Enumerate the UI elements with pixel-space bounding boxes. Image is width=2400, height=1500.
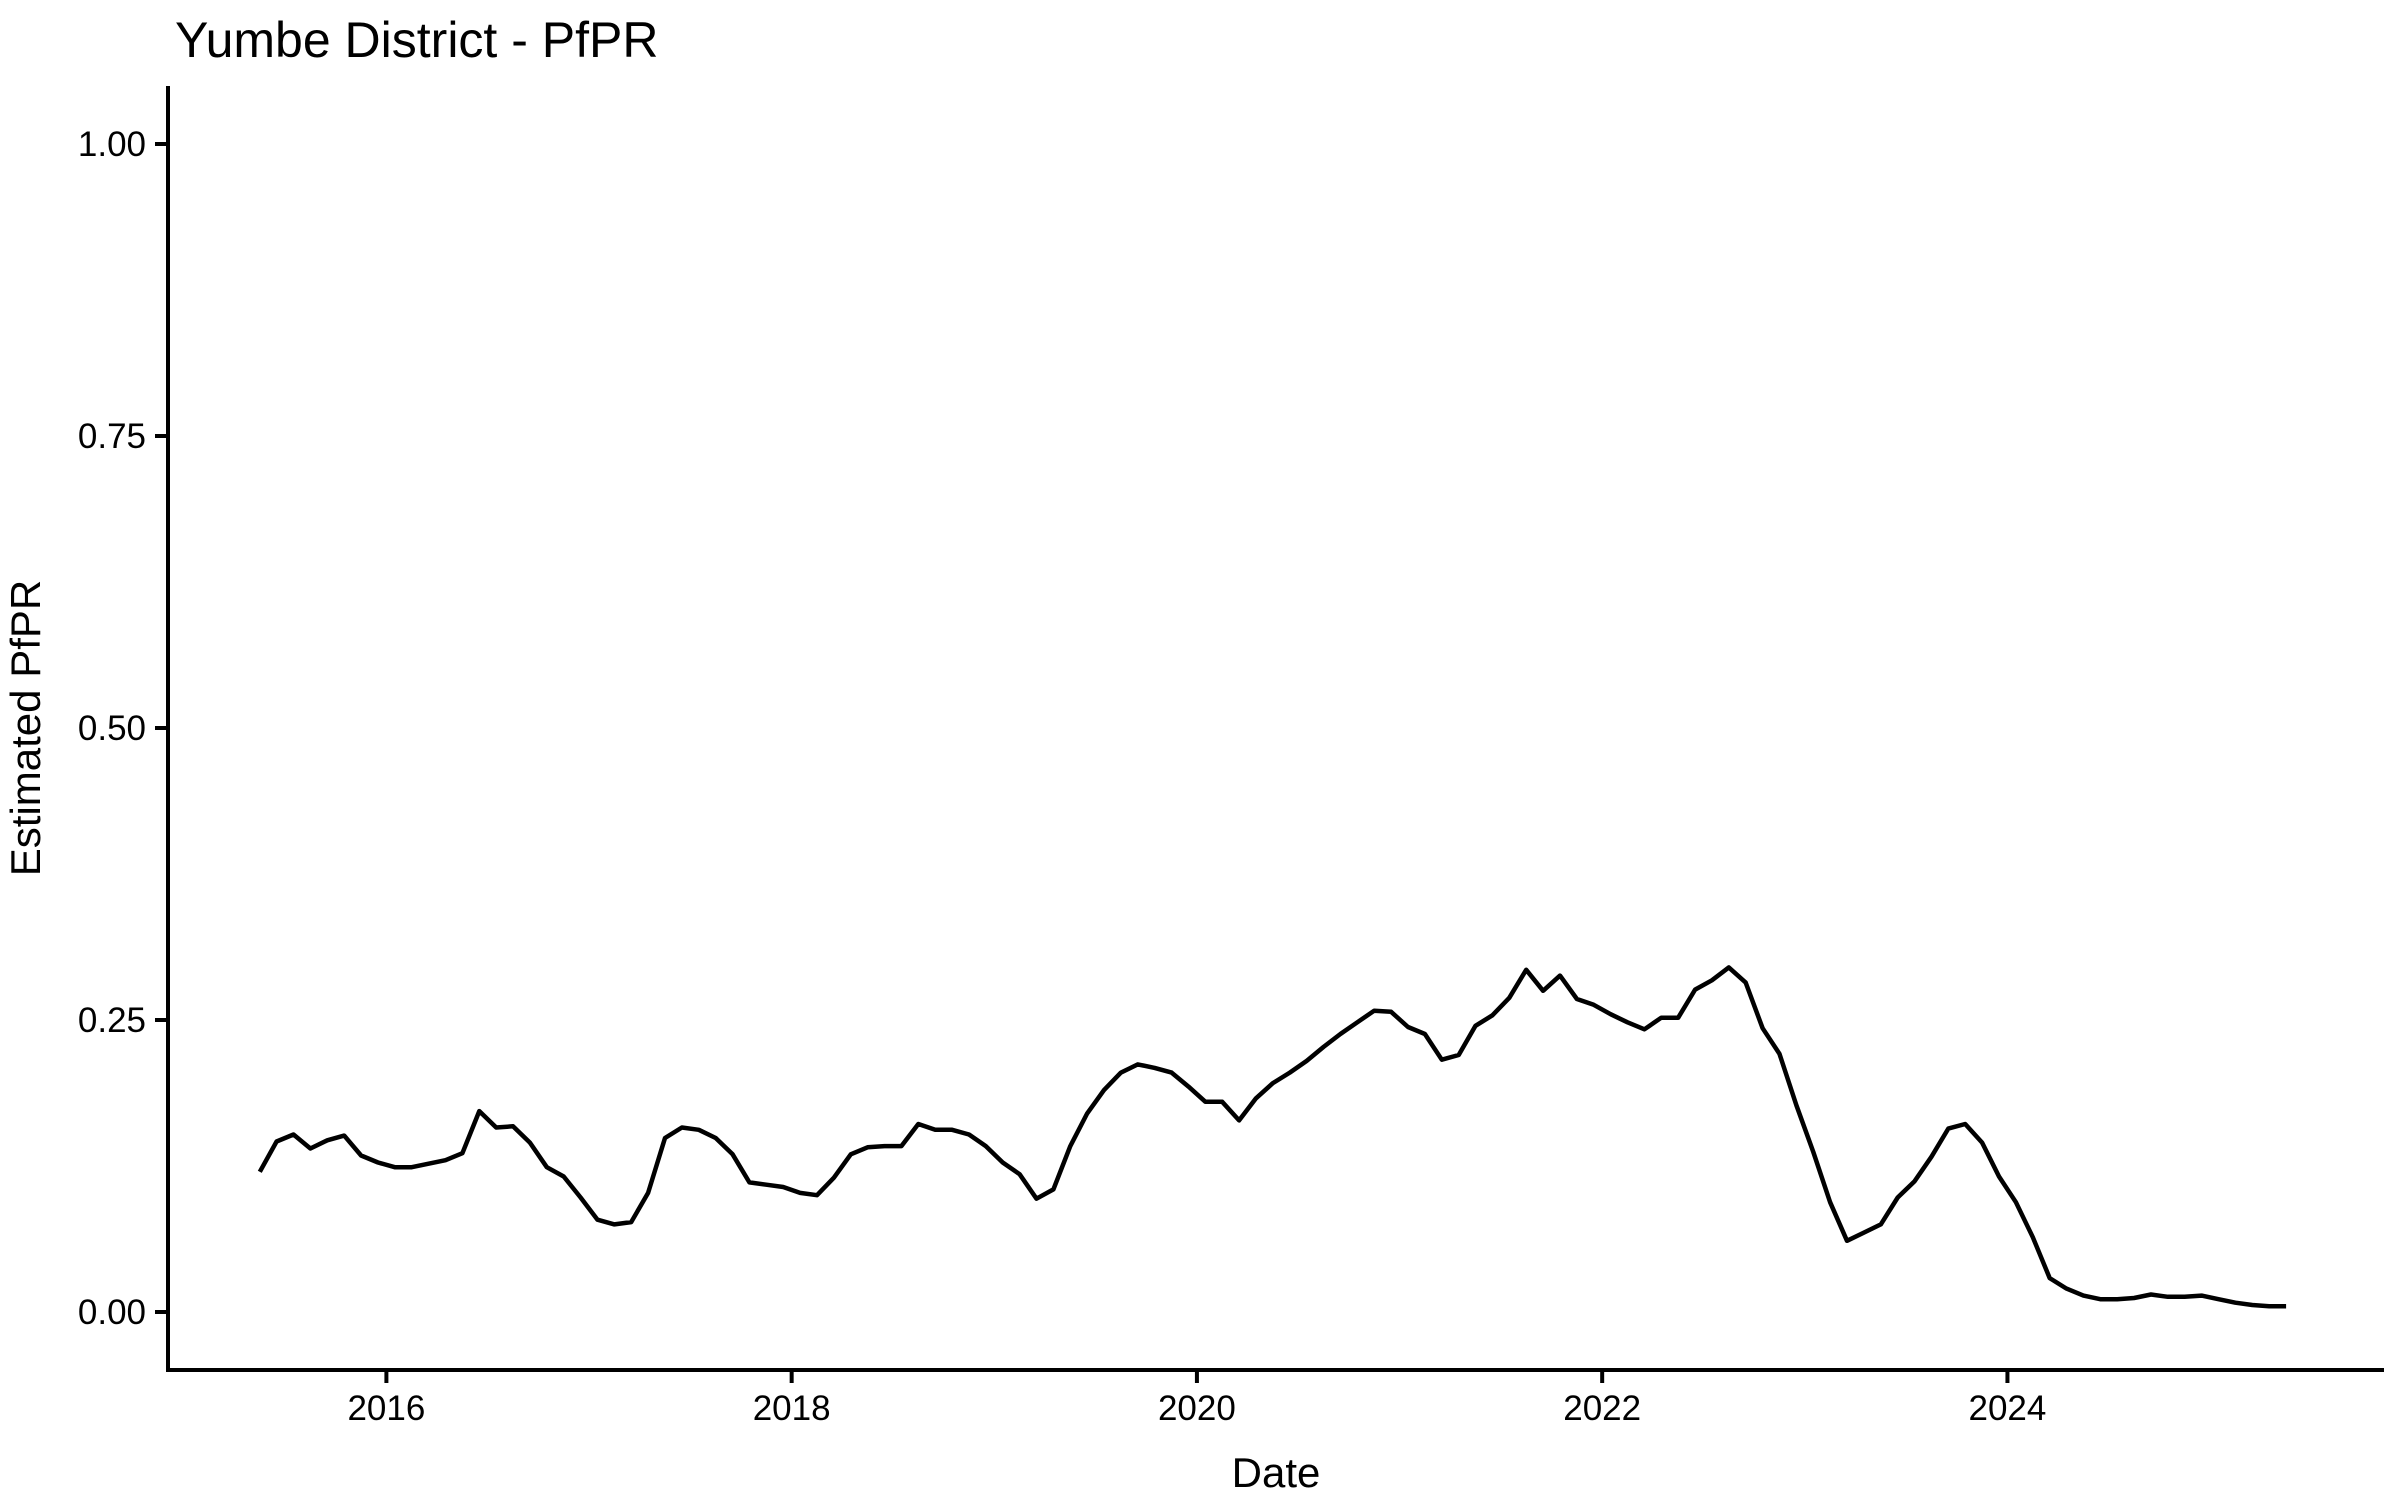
x-tick-label: 2018 <box>753 1389 831 1428</box>
x-tick-label: 2020 <box>1158 1389 1236 1428</box>
y-tick-label: 0.25 <box>78 1001 146 1040</box>
y-tick-label: 0.50 <box>78 709 146 748</box>
x-axis-title: Date <box>1232 1449 1321 1496</box>
x-tick-label: 2024 <box>1969 1389 2047 1428</box>
x-axis-ticks: 2016 2018 2020 2022 2024 <box>347 1370 2046 1428</box>
y-tick-label: 0.00 <box>78 1293 146 1332</box>
y-axis-ticks: 0.00 0.25 0.50 0.75 1.00 <box>78 125 168 1332</box>
chart-title: Yumbe District - PfPR <box>175 12 658 68</box>
y-axis-title: Estimated PfPR <box>2 580 49 876</box>
y-tick-label: 0.75 <box>78 417 146 456</box>
x-tick-label: 2022 <box>1563 1389 1641 1428</box>
pfpr-series-line <box>257 965 2287 1309</box>
y-tick-label: 1.00 <box>78 125 146 164</box>
x-tick-label: 2016 <box>347 1389 425 1428</box>
